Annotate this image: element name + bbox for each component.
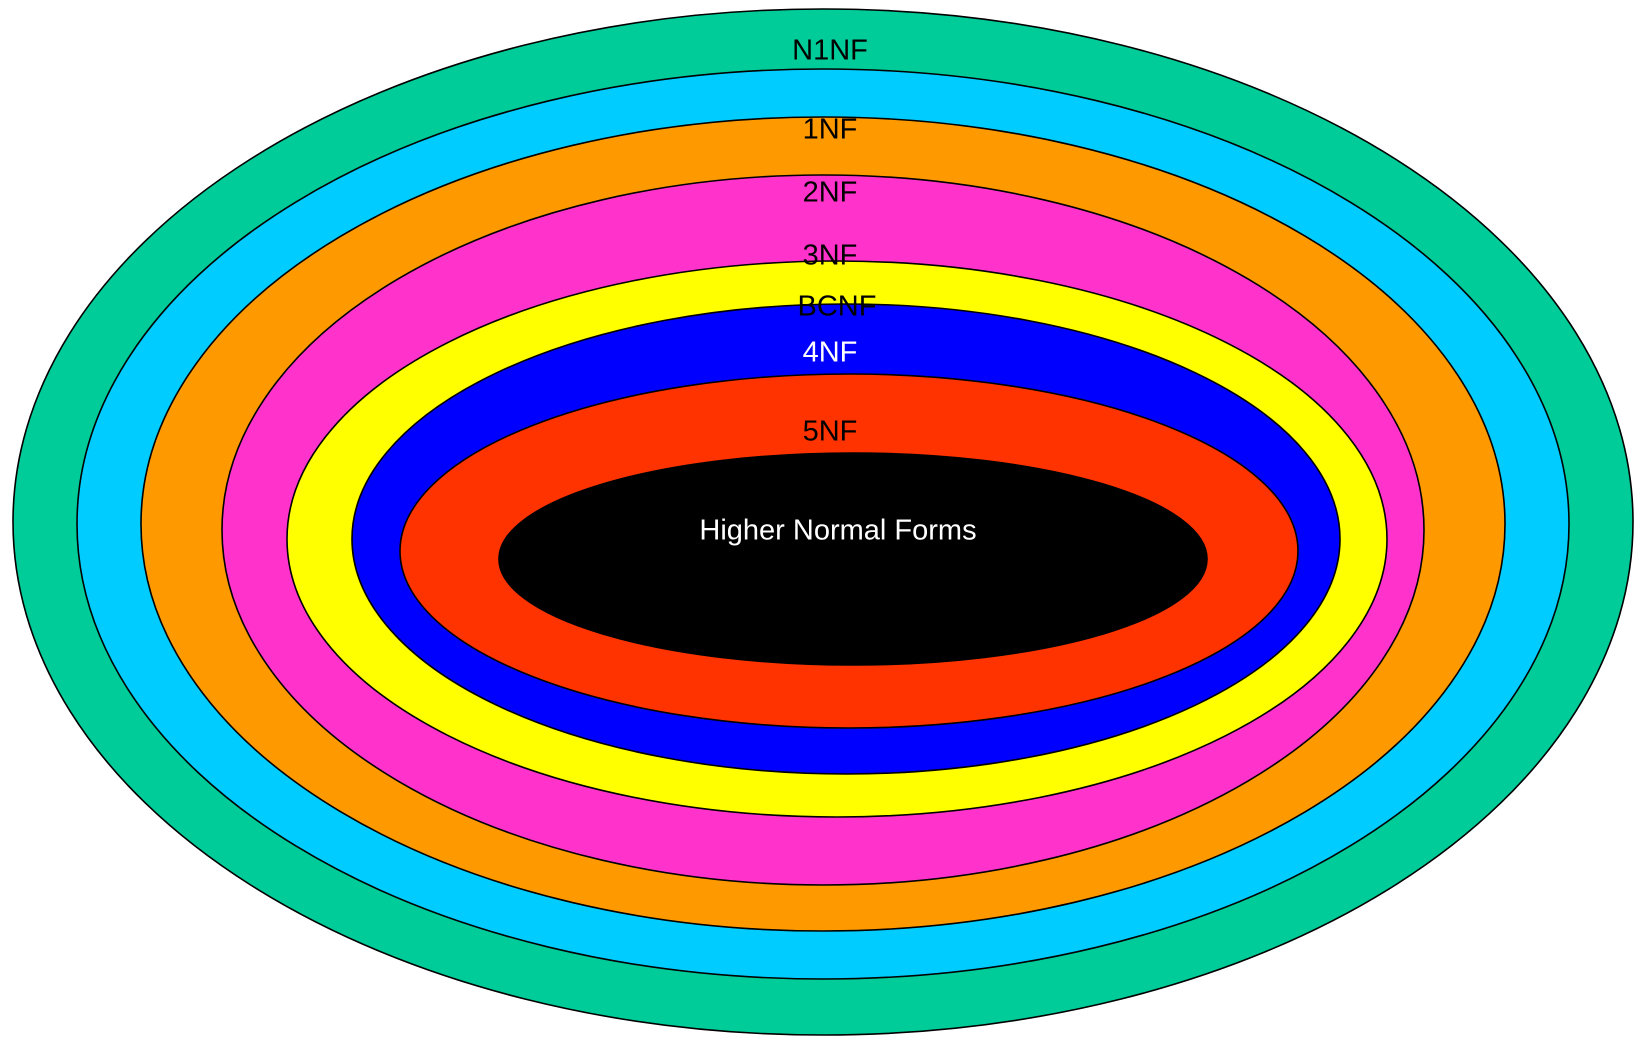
label-1nf: 1NF bbox=[803, 114, 858, 146]
label-3nf: 3NF bbox=[803, 240, 858, 272]
label-bcnf: BCNF bbox=[798, 291, 877, 323]
label-2nf: 2NF bbox=[803, 177, 858, 209]
label-4nf: 4NF bbox=[803, 337, 858, 369]
ellipse-higher bbox=[498, 452, 1208, 666]
label-higher: Higher Normal Forms bbox=[699, 515, 976, 547]
label-n1nf: N1NF bbox=[792, 35, 868, 67]
label-5nf: 5NF bbox=[803, 416, 858, 448]
